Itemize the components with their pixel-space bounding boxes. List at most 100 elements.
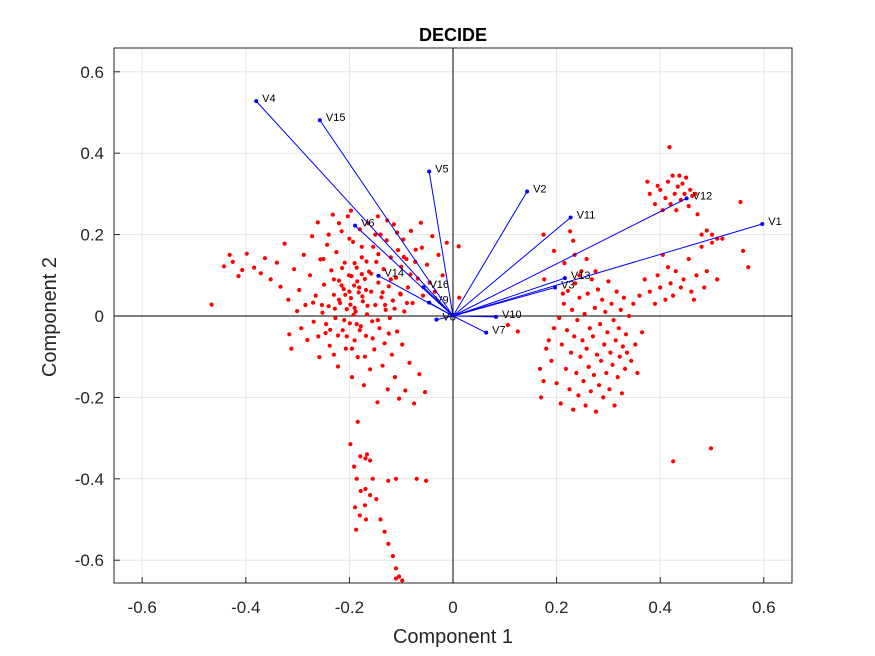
score-point — [407, 360, 412, 365]
score-point — [357, 328, 362, 333]
score-point — [320, 310, 325, 315]
score-point — [363, 456, 368, 461]
score-point — [708, 446, 714, 451]
score-point — [565, 288, 571, 293]
score-point — [381, 267, 386, 272]
score-point — [326, 304, 331, 309]
score-point — [258, 271, 263, 276]
score-point — [331, 292, 336, 297]
score-point — [324, 322, 329, 327]
score-point — [640, 330, 645, 335]
score-point — [422, 390, 428, 395]
score-point — [618, 307, 623, 312]
vector-tip-v5 — [427, 169, 432, 174]
score-point — [629, 358, 634, 363]
score-point — [595, 287, 601, 292]
vector-label-v5: V5 — [435, 164, 448, 176]
score-point — [371, 244, 376, 249]
score-point — [390, 298, 395, 303]
score-point — [387, 315, 392, 321]
score-point — [345, 214, 350, 219]
score-point — [699, 232, 704, 237]
score-point — [374, 497, 379, 502]
score-point — [378, 517, 383, 522]
score-point — [681, 277, 686, 282]
score-point — [598, 322, 603, 327]
score-point — [311, 300, 316, 305]
score-point — [362, 503, 367, 508]
vector-line-v14 — [378, 275, 454, 317]
score-point — [352, 338, 357, 343]
score-point — [569, 350, 574, 355]
score-point — [311, 319, 316, 324]
score-point — [348, 442, 353, 447]
score-point — [370, 336, 375, 341]
score-point — [702, 285, 707, 290]
vector-tip-v16 — [421, 285, 426, 290]
vector-tip-v4 — [254, 99, 259, 104]
x-tick-label: 0.4 — [648, 598, 672, 617]
score-point — [635, 370, 640, 376]
score-point — [287, 332, 292, 337]
score-point — [599, 358, 604, 363]
vector-label-v13: V13 — [571, 270, 591, 282]
score-point — [315, 220, 320, 225]
score-point — [336, 221, 342, 226]
score-point — [360, 299, 365, 304]
score-point — [375, 214, 380, 219]
score-point — [282, 241, 287, 246]
score-point — [680, 181, 685, 186]
score-point — [425, 262, 430, 267]
score-point — [613, 338, 618, 343]
y-tick-label: -0.4 — [75, 470, 104, 489]
vector-label-v2: V2 — [533, 183, 546, 195]
score-point — [317, 355, 322, 360]
score-point — [370, 319, 375, 324]
score-point — [612, 403, 617, 408]
score-point — [419, 245, 424, 250]
score-point — [339, 283, 344, 288]
score-point — [403, 388, 408, 393]
score-point — [415, 276, 420, 281]
score-point — [291, 267, 297, 272]
score-point — [577, 273, 582, 278]
score-point — [647, 289, 652, 294]
score-point — [360, 294, 365, 299]
score-point — [349, 274, 354, 279]
score-point — [332, 306, 337, 311]
score-point — [670, 173, 675, 178]
score-point — [347, 289, 352, 294]
score-point — [330, 212, 335, 217]
score-point — [579, 269, 584, 274]
score-point — [678, 285, 684, 290]
score-point — [252, 265, 257, 270]
score-point — [395, 329, 400, 334]
score-point — [388, 255, 393, 260]
score-point — [404, 300, 409, 306]
score-point — [385, 387, 390, 392]
score-point — [562, 261, 567, 266]
score-point — [268, 277, 273, 282]
vector-line-v5 — [428, 171, 454, 317]
score-point — [362, 354, 367, 359]
score-point — [327, 343, 332, 348]
score-point — [593, 269, 598, 274]
score-point — [393, 576, 399, 581]
score-point — [587, 326, 592, 331]
score-point — [373, 302, 378, 308]
vector-tip-v8 — [434, 317, 439, 322]
score-point — [333, 315, 338, 321]
score-point — [414, 476, 419, 481]
score-point — [551, 248, 557, 253]
score-point — [354, 527, 359, 532]
score-point — [305, 337, 310, 343]
score-point — [386, 541, 391, 547]
score-point — [633, 342, 638, 347]
score-point — [227, 252, 232, 257]
y-tick-label: 0.6 — [80, 63, 104, 82]
score-point — [377, 326, 382, 331]
vector-label-v11: V11 — [577, 210, 596, 222]
vector-line-v2 — [452, 191, 528, 317]
score-point — [301, 252, 306, 257]
score-point — [335, 333, 341, 338]
